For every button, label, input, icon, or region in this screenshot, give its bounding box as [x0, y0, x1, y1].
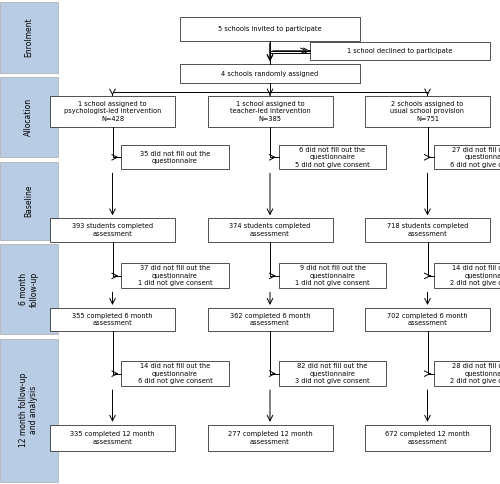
Text: 4 schools randomly assigned: 4 schools randomly assigned [222, 71, 318, 76]
Text: Baseline: Baseline [24, 184, 33, 217]
FancyBboxPatch shape [310, 42, 490, 60]
FancyBboxPatch shape [279, 263, 386, 288]
FancyBboxPatch shape [208, 308, 332, 331]
FancyBboxPatch shape [365, 218, 490, 242]
Text: 27 did not fill out the
questionnaire
6 did not give consent: 27 did not fill out the questionnaire 6 … [450, 147, 500, 168]
FancyBboxPatch shape [121, 361, 229, 386]
FancyBboxPatch shape [208, 425, 332, 451]
Text: 2 schools assigned to
usual school provision
N=751: 2 schools assigned to usual school provi… [390, 101, 464, 122]
Text: 672 completed 12 month
assessment: 672 completed 12 month assessment [385, 431, 470, 445]
Text: 277 completed 12 month
assessment: 277 completed 12 month assessment [228, 431, 312, 445]
FancyBboxPatch shape [365, 425, 490, 451]
Text: 1 school declined to participate: 1 school declined to participate [347, 48, 453, 54]
Text: 35 did not fill out the
questionnaire: 35 did not fill out the questionnaire [140, 151, 210, 164]
Text: 12 month follow-up
and analysis: 12 month follow-up and analysis [19, 373, 38, 447]
FancyBboxPatch shape [365, 96, 490, 127]
FancyBboxPatch shape [279, 361, 386, 386]
FancyBboxPatch shape [180, 17, 360, 41]
Text: 28 did not fill out the
questionnaire
2 did not give consent: 28 did not fill out the questionnaire 2 … [450, 363, 500, 384]
Text: 1 school assigned to
psychologist-led intervention
N=428: 1 school assigned to psychologist-led in… [64, 101, 161, 122]
FancyBboxPatch shape [279, 145, 386, 169]
FancyBboxPatch shape [208, 218, 332, 242]
Bar [0, 162, 58, 240]
Bar [0, 2, 58, 73]
FancyBboxPatch shape [50, 425, 175, 451]
Text: 14 did not fill out the
questionnaire
6 did not give consent: 14 did not fill out the questionnaire 6 … [138, 363, 212, 384]
FancyBboxPatch shape [121, 263, 229, 288]
Bar [0, 77, 58, 157]
FancyBboxPatch shape [180, 64, 360, 83]
FancyBboxPatch shape [434, 263, 500, 288]
Text: 718 students completed
assessment: 718 students completed assessment [387, 223, 468, 237]
Text: 14 did not fill out the
questionnaire
2 did not give consent: 14 did not fill out the questionnaire 2 … [450, 265, 500, 287]
Text: 335 completed 12 month
assessment: 335 completed 12 month assessment [70, 431, 155, 445]
Text: 6 did not fill out the
questionnaire
5 did not give consent: 6 did not fill out the questionnaire 5 d… [295, 147, 370, 168]
FancyBboxPatch shape [50, 218, 175, 242]
FancyBboxPatch shape [121, 145, 229, 169]
FancyBboxPatch shape [365, 308, 490, 331]
FancyBboxPatch shape [208, 96, 332, 127]
Text: 355 completed 6 month
assessment: 355 completed 6 month assessment [72, 313, 153, 326]
Bar [0, 244, 58, 334]
Text: 37 did not fill out the
questionnaire
1 did not give consent: 37 did not fill out the questionnaire 1 … [138, 265, 212, 287]
Bar [0, 339, 58, 482]
Text: 362 completed 6 month
assessment: 362 completed 6 month assessment [230, 313, 310, 326]
Text: 6 month
follow-up: 6 month follow-up [19, 272, 38, 307]
Text: 5 schools invited to participate: 5 schools invited to participate [218, 26, 322, 32]
Text: 393 students completed
assessment: 393 students completed assessment [72, 223, 153, 237]
FancyBboxPatch shape [434, 145, 500, 169]
Text: 1 school assigned to
teacher-led intervention
N=385: 1 school assigned to teacher-led interve… [230, 101, 310, 122]
FancyBboxPatch shape [50, 308, 175, 331]
FancyBboxPatch shape [50, 96, 175, 127]
Text: 702 completed 6 month
assessment: 702 completed 6 month assessment [387, 313, 468, 326]
Text: 9 did not fill out the
questionnaire
1 did not give consent: 9 did not fill out the questionnaire 1 d… [295, 265, 370, 287]
FancyBboxPatch shape [434, 361, 500, 386]
Text: 374 students completed
assessment: 374 students completed assessment [230, 223, 310, 237]
Text: Enrolment: Enrolment [24, 18, 33, 57]
Text: 82 did not fill out the
questionnaire
3 did not give consent: 82 did not fill out the questionnaire 3 … [295, 363, 370, 384]
Text: Allocation: Allocation [24, 98, 33, 136]
